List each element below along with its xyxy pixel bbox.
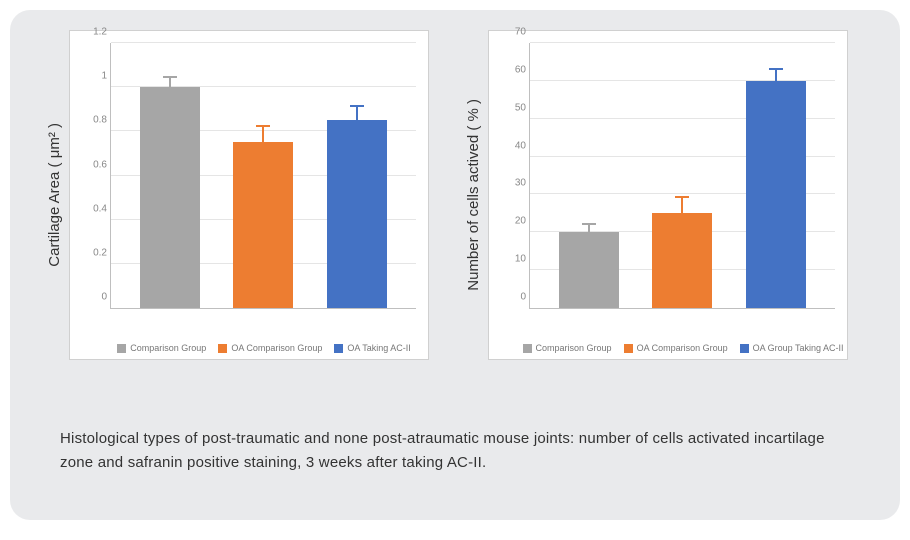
charts-row: Cartilage Area ( μm² ) 00.20.40.60.811.2… (10, 10, 900, 360)
legend-label: OA Group Taking AC-II (753, 343, 844, 353)
error-bar (681, 198, 683, 213)
chart-left-plot-area: 00.20.40.60.811.2 (110, 43, 416, 309)
error-cap (163, 76, 177, 78)
error-bar (356, 107, 358, 120)
chart-right-plot-area: 010203040506070 (529, 43, 835, 309)
legend-item: Comparison Group (523, 343, 612, 353)
bars-container (530, 43, 835, 308)
error-cap (350, 105, 364, 107)
bar-1 (233, 142, 293, 308)
chart-right-wrap: Number of cells actived ( % ) 0102030405… (459, 30, 848, 360)
legend-swatch (334, 344, 343, 353)
ytick-label: 50 (500, 102, 526, 113)
legend-label: OA Comparison Group (231, 343, 322, 353)
ytick-label: 70 (500, 27, 526, 38)
ytick-label: 0.4 (81, 203, 107, 214)
bars-container (111, 43, 416, 308)
error-bar (262, 127, 264, 142)
error-cap (256, 125, 270, 127)
legend: Comparison Group OA Comparison Group OA Ta… (110, 343, 418, 353)
chart-right: 010203040506070Comparison GroupOA Compar… (488, 30, 848, 360)
error-bar (588, 225, 590, 233)
ytick-label: 1.2 (81, 27, 107, 38)
legend-label: Comparison Group (536, 343, 612, 353)
ytick-label: 0.8 (81, 115, 107, 126)
legend-label: OA Comparison Group (637, 343, 728, 353)
legend-swatch (523, 344, 532, 353)
error-cap (675, 196, 689, 198)
chart-left-ylabel: Cartilage Area ( μm² ) (40, 123, 69, 267)
legend-swatch (624, 344, 633, 353)
legend-item: OA Group Taking AC-II (740, 343, 844, 353)
ytick-label: 60 (500, 64, 526, 75)
legend-swatch (117, 344, 126, 353)
ytick-label: 0 (500, 292, 526, 303)
ytick-label: 0.6 (81, 159, 107, 170)
error-cap (582, 223, 596, 225)
ytick-label: 0 (81, 292, 107, 303)
ytick-label: 20 (500, 216, 526, 227)
legend-item: Comparison Group (117, 343, 206, 353)
main-panel: Cartilage Area ( μm² ) 00.20.40.60.811.2… (10, 10, 900, 520)
error-bar (169, 78, 171, 87)
bar-0 (559, 232, 619, 308)
ytick-label: 1 (81, 71, 107, 82)
legend-item: OA Taking AC-II (334, 343, 410, 353)
ytick-label: 40 (500, 140, 526, 151)
bar-2 (746, 81, 806, 308)
legend-swatch (218, 344, 227, 353)
legend-item: OA Comparison Group (624, 343, 728, 353)
ytick-label: 0.2 (81, 247, 107, 258)
legend-swatch (740, 344, 749, 353)
bar-1 (652, 213, 712, 308)
chart-left-wrap: Cartilage Area ( μm² ) 00.20.40.60.811.2… (40, 30, 429, 360)
ytick-label: 30 (500, 178, 526, 189)
error-cap (769, 68, 783, 70)
legend-item: OA Comparison Group (218, 343, 322, 353)
caption-text: Histological types of post-traumatic and… (60, 427, 850, 475)
bar-2 (327, 120, 387, 308)
bar-0 (140, 87, 200, 308)
ytick-label: 10 (500, 254, 526, 265)
legend: Comparison GroupOA Comparison GroupOA Gr… (529, 343, 837, 353)
legend-label: Comparison Group (130, 343, 206, 353)
chart-left: 00.20.40.60.811.2Comparison GroupOA Comp… (69, 30, 429, 360)
legend-label: OA Taking AC-II (347, 343, 410, 353)
error-bar (775, 70, 777, 81)
chart-right-ylabel: Number of cells actived ( % ) (459, 99, 488, 291)
